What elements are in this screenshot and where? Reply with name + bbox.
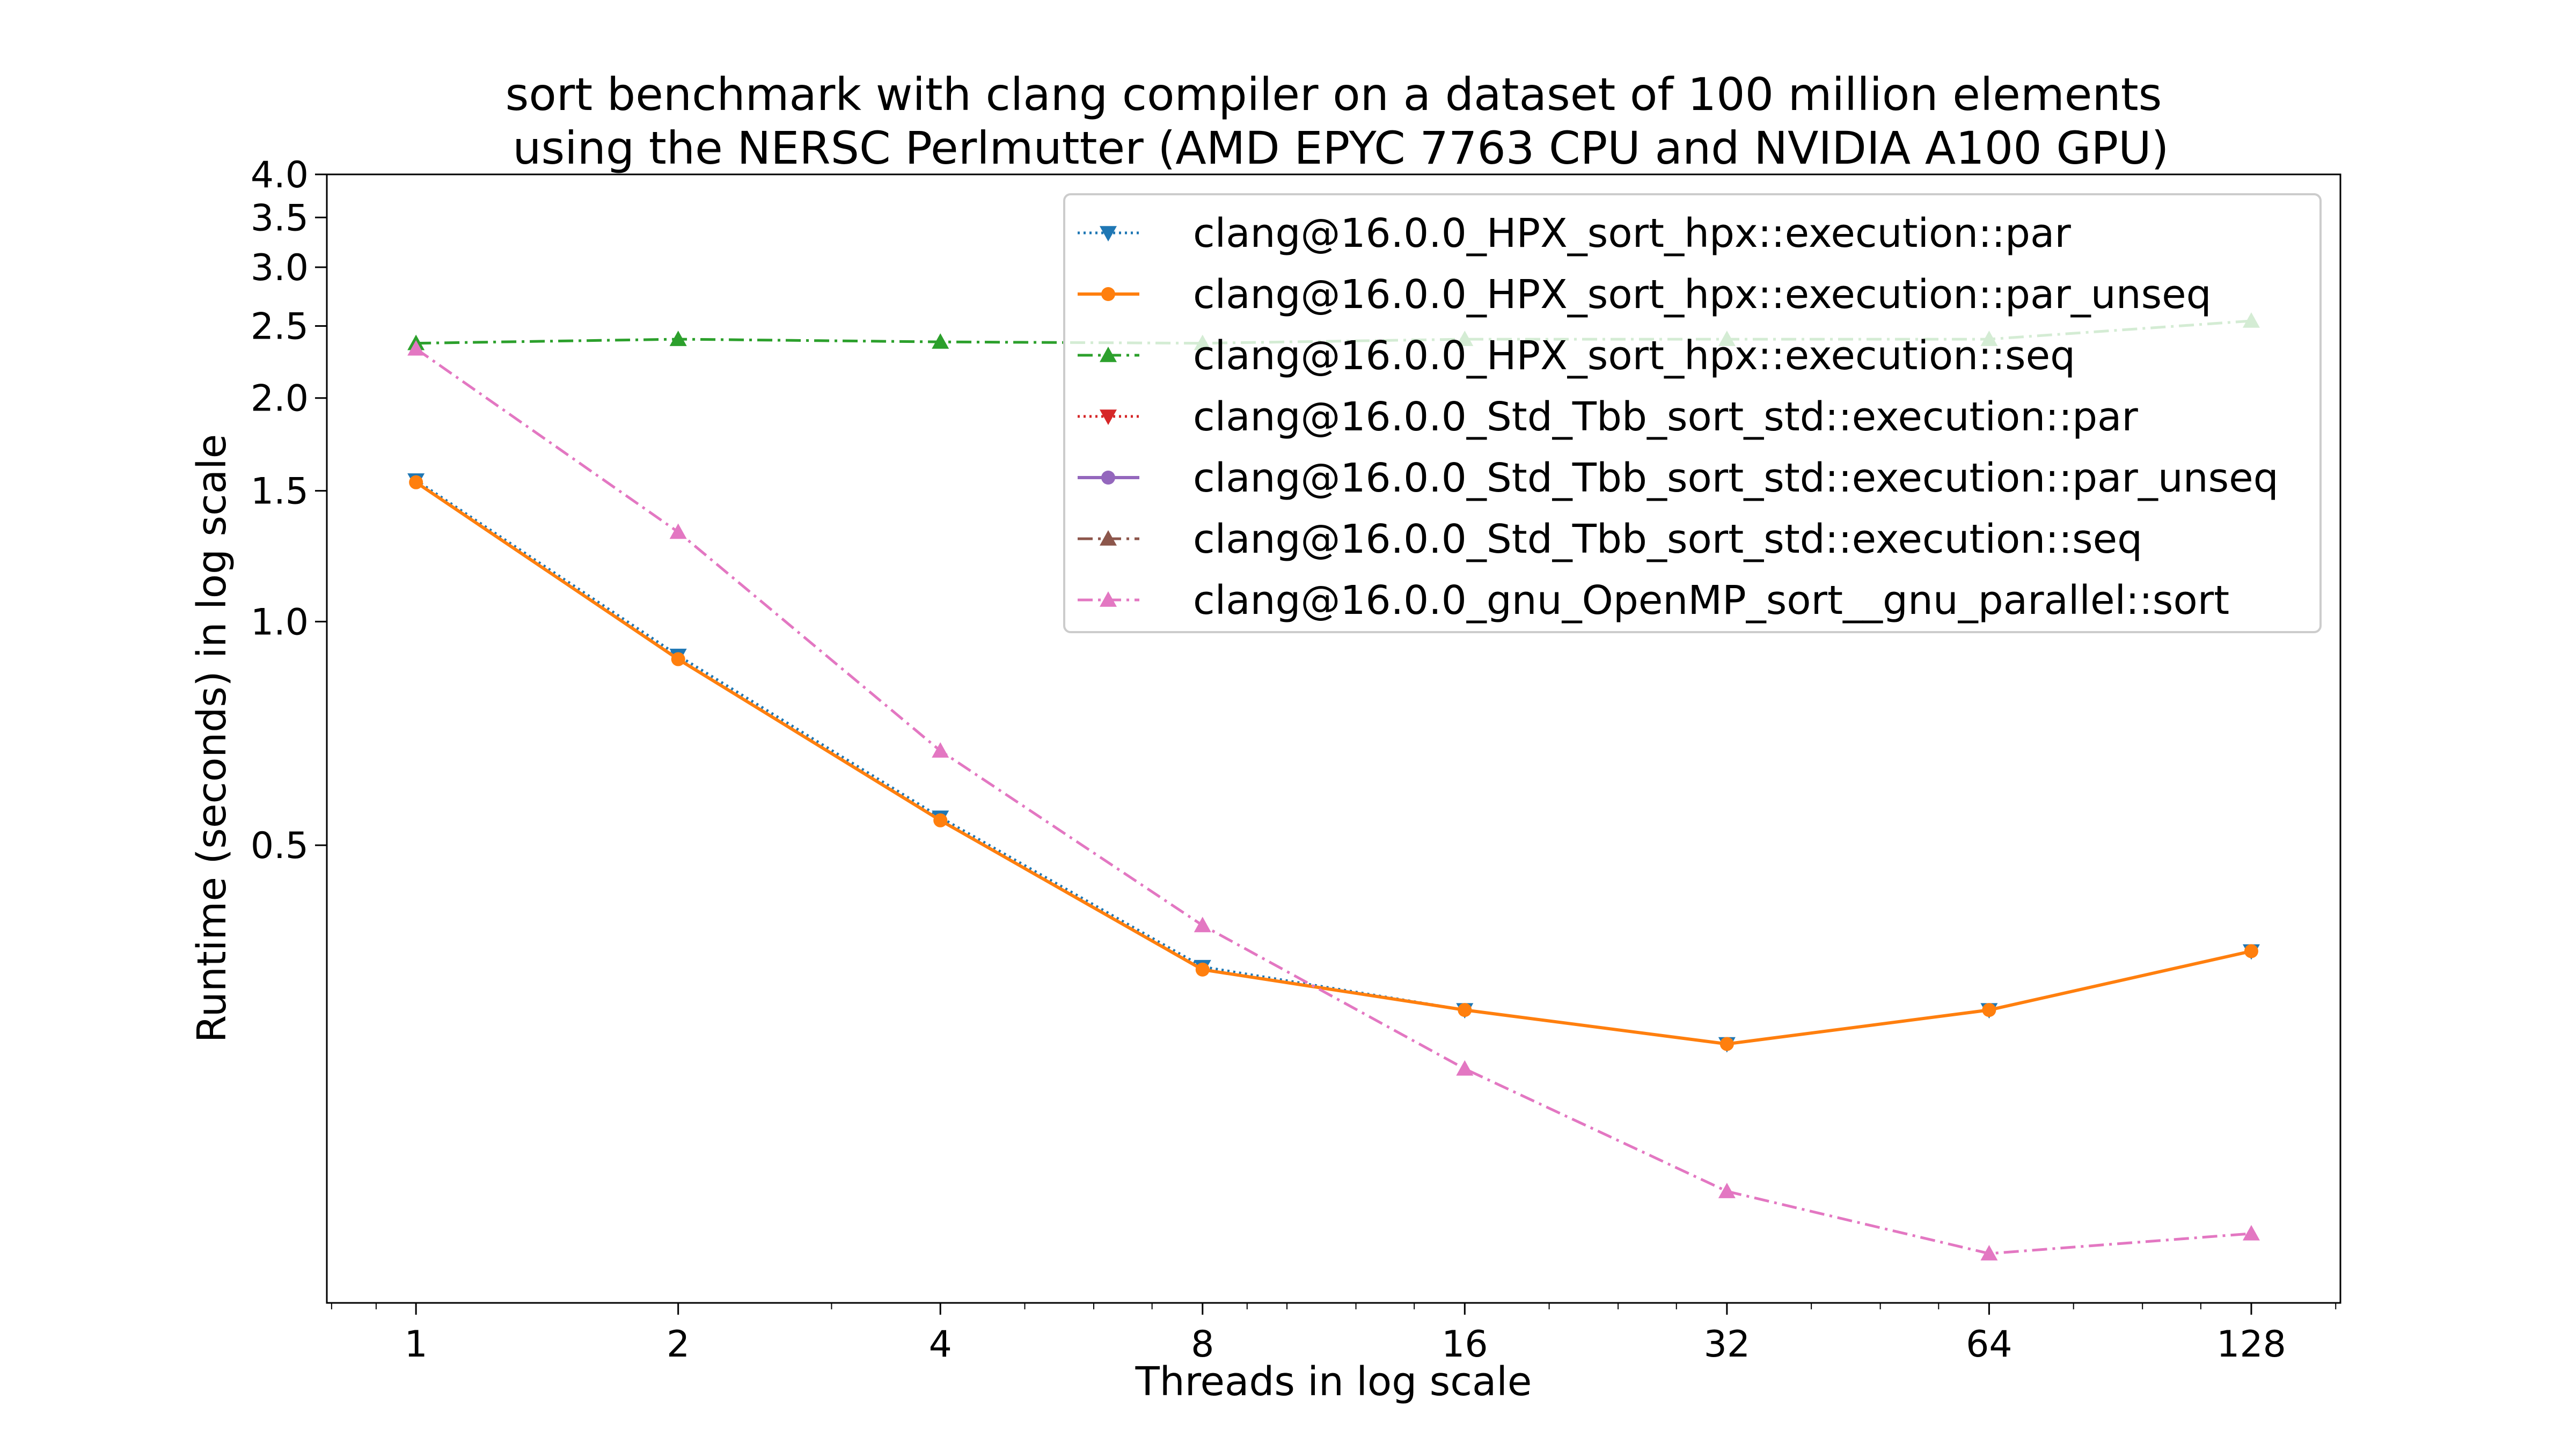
- legend: clang@16.0.0_HPX_sort_hpx::execution::pa…: [1063, 193, 2322, 633]
- legend-label: clang@16.0.0_HPX_sort_hpx::execution::pa…: [1193, 272, 2212, 318]
- y-axis-label: Runtime (seconds) in log scale: [189, 434, 235, 1043]
- legend-item: clang@16.0.0_Std_Tbb_sort_std::execution…: [1078, 394, 2138, 440]
- data-point: [932, 333, 949, 349]
- legend-label: clang@16.0.0_Std_Tbb_sort_std::execution…: [1193, 455, 2279, 501]
- legend-item: clang@16.0.0_gnu_OpenMP_sort__gnu_parall…: [1078, 577, 2229, 624]
- series-6: [407, 340, 2260, 1261]
- y-axis: 0.5 1.0 1.5 2.0 2.5 3.0 3.54.0: [251, 154, 327, 867]
- data-point: [1982, 1003, 1996, 1017]
- legend-item: clang@16.0.0_HPX_sort_hpx::execution::pa…: [1078, 210, 2071, 257]
- data-point: [1458, 1003, 1472, 1017]
- plot-area: [407, 312, 2260, 1261]
- data-point: [671, 652, 685, 666]
- data-point: [1718, 1183, 1736, 1198]
- x-tick-label: 1: [405, 1323, 428, 1366]
- data-point: [2244, 944, 2258, 958]
- y-tick-label: 4.0: [251, 154, 309, 196]
- legend-marker: [1100, 226, 1117, 241]
- data-point: [407, 340, 425, 356]
- x-tick-label: 16: [1441, 1323, 1488, 1366]
- series-1: [409, 475, 2258, 1051]
- data-point: [2242, 1225, 2260, 1241]
- legend-label: clang@16.0.0_HPX_sort_hpx::execution::pa…: [1193, 210, 2071, 257]
- y-tick-label: 2.0: [251, 378, 309, 420]
- legend-label: clang@16.0.0_Std_Tbb_sort_std::execution…: [1193, 394, 2138, 440]
- chart-title-line2: using the NERSC Perlmutter (AMD EPYC 776…: [499, 122, 2169, 174]
- legend-item: clang@16.0.0_Std_Tbb_sort_std::execution…: [1078, 516, 2142, 562]
- y-tick-label: 0.5: [251, 825, 309, 867]
- data-point: [933, 813, 948, 827]
- y-tick-label: 3.0: [251, 247, 309, 289]
- data-point: [1980, 1245, 1998, 1261]
- legend-marker: [1100, 530, 1117, 546]
- legend-box: [1063, 193, 2322, 633]
- legend-marker: [1101, 287, 1115, 301]
- legend-item: clang@16.0.0_Std_Tbb_sort_std::execution…: [1078, 455, 2279, 501]
- legend-marker: [1100, 591, 1117, 607]
- y-tick-label: 3.5: [251, 197, 309, 239]
- legend-item: clang@16.0.0_HPX_sort_hpx::execution::pa…: [1078, 272, 2212, 318]
- series-line: [415, 347, 2252, 1255]
- data-point: [1719, 1037, 1734, 1051]
- y-tick-label: 2.5: [251, 306, 309, 348]
- legend-marker: [1101, 471, 1115, 485]
- x-tick-label: 4: [929, 1323, 952, 1366]
- y-tick-label: 1.0: [251, 601, 309, 643]
- x-tick-label: 32: [1704, 1323, 1751, 1366]
- legend-label: clang@16.0.0_gnu_OpenMP_sort__gnu_parall…: [1193, 577, 2229, 624]
- data-point: [932, 742, 949, 758]
- x-tick-label: 8: [1191, 1323, 1214, 1366]
- legend-item: clang@16.0.0_HPX_sort_hpx::execution::se…: [1078, 333, 2075, 379]
- legend-label: clang@16.0.0_Std_Tbb_sort_std::execution…: [1193, 516, 2142, 562]
- legend-label: clang@16.0.0_HPX_sort_hpx::execution::se…: [1193, 333, 2075, 379]
- x-tick-label: 64: [1966, 1323, 2012, 1366]
- x-axis: 1 2 4 8 16 32 64 128: [331, 1303, 2337, 1366]
- x-axis-label: Threads in log scale: [1135, 1359, 1532, 1405]
- data-point: [669, 331, 687, 346]
- chart-title-line1: sort benchmark with clang compiler on a …: [506, 68, 2162, 121]
- data-point: [669, 523, 687, 539]
- data-point: [1456, 1060, 1474, 1076]
- y-tick-label: 1.5: [251, 471, 309, 513]
- legend-marker: [1100, 409, 1117, 425]
- axes-frame: [326, 173, 2341, 1304]
- data-point: [1195, 962, 1210, 977]
- x-tick-label: 128: [2216, 1323, 2286, 1366]
- x-tick-label: 2: [667, 1323, 690, 1366]
- series-line: [415, 481, 2252, 1046]
- data-point: [1194, 917, 1211, 933]
- data-point: [409, 475, 423, 489]
- legend-marker: [1100, 347, 1117, 362]
